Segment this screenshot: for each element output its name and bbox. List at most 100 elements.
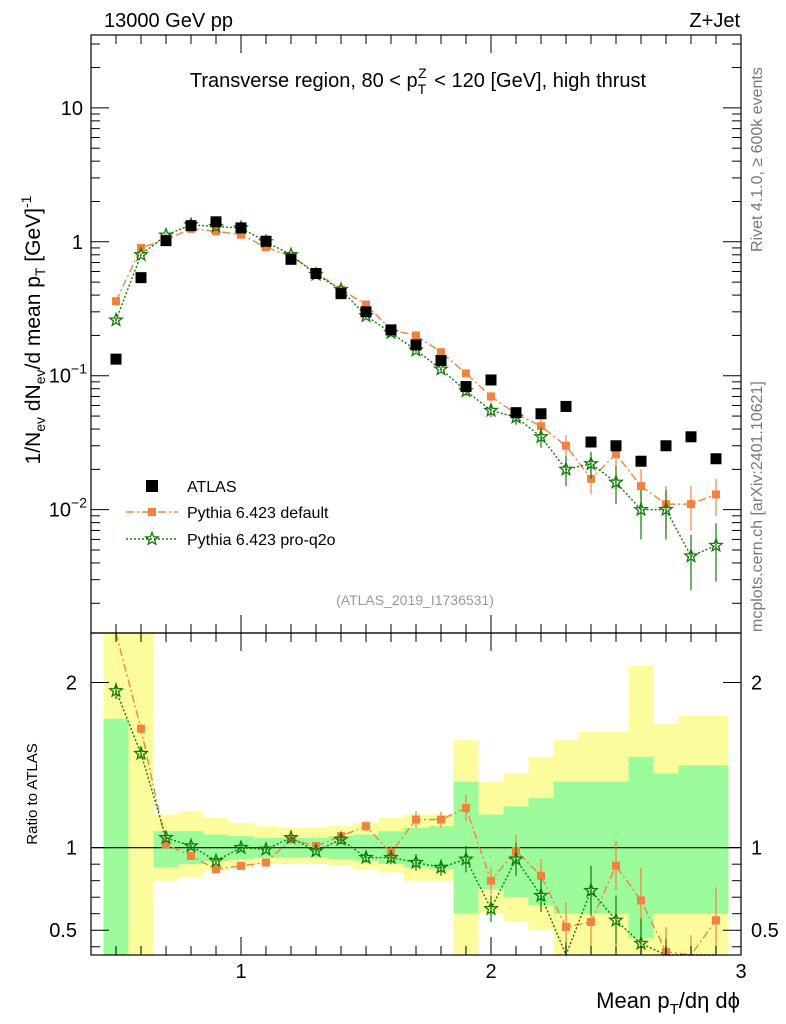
ratio-proq2o-series-marker [383,849,399,865]
default-series-line [115,228,717,505]
default-series-marker [237,230,245,239]
ratio-proq2o-series-marker [508,850,524,866]
ratio-proq2o-series-marker [233,839,249,855]
header-right-label: Z+Jet [689,10,740,32]
ratio-proq2o-series-marker [333,831,349,847]
main-y-tick-label: 10 [61,98,83,120]
ratio-proq2o-series-marker [608,911,624,928]
atlas-series-marker [260,235,272,247]
x-tick-label: 2 [485,961,496,983]
atlas-series-marker [285,253,297,265]
ratio-default-series-marker [612,861,620,870]
main-y-tick-label: 10−2 [49,495,87,522]
default-series-marker [687,500,695,509]
atlas-series-marker [710,453,722,465]
ratio-proq2o-series-marker [133,745,149,761]
proq2o-series-marker [608,473,624,490]
ratio-proq2o-series-marker [108,682,124,698]
default-series-marker [612,450,620,459]
ratio-y-tick-label-right: 0.5 [751,920,779,942]
legend-default-label: Pythia 6.423 default [187,505,329,522]
legend-atlas-marker [146,480,158,492]
default-series-marker [412,331,420,340]
atlas-series-marker [635,455,647,467]
default-series-marker [437,348,445,357]
ratio-default-series-marker [137,724,145,733]
proq2o-series-marker [683,547,699,563]
default-series-marker [637,482,645,491]
ratio-proq2o-series-marker [308,842,324,858]
default-series-marker [537,422,545,431]
default-series-marker [212,227,220,236]
ratio-default-series-marker [712,916,720,925]
atlas-series-marker [610,440,622,452]
chart-title: Transverse region, 80 < pTZ < 120 [GeV],… [190,65,647,97]
x-axis-label: Mean pT/dη dϕ [596,988,740,1018]
atlas-series-marker [185,220,197,232]
ratio-proq2o-series-marker [433,859,449,875]
proq2o-series-marker [633,501,649,517]
ratio-uncertainty-bands [103,633,729,955]
ratio-default-series-marker [187,851,195,860]
atlas-series-marker [335,288,347,300]
ratio-y-tick-label: 1 [66,838,77,860]
header-left-label: 13000 GeV pp [104,10,233,32]
analysis-annotation: (ATLAS_2019_I1736531) [336,592,494,608]
atlas-series-marker [485,374,497,386]
default-series-marker [487,392,495,401]
ratio-proq2o-series-marker [533,887,549,903]
x-tick-label: 3 [735,961,746,983]
ratio-y-tick-label-right: 1 [751,838,762,860]
ratio-default-series-marker [162,840,170,849]
atlas-series-marker [360,306,372,318]
legend-atlas-label: ATLAS [187,479,237,496]
x-tick-label: 1 [235,961,246,983]
proq2o-series-marker [108,311,124,327]
main-y-tick-label: 1 [72,232,83,254]
atlas-series-marker [510,407,522,419]
ratio-proq2o-series-marker [258,840,274,857]
ratio-band-inner [653,773,679,914]
ratio-default-series-marker [637,896,645,905]
default-series-marker [462,369,470,378]
atlas-series-marker [410,339,422,351]
ratio-default-series-marker [362,822,370,831]
atlas-series-marker [110,353,122,365]
ratio-default-series-marker [587,917,595,926]
ratio-proq2o-series-marker [483,900,499,916]
ratio-y-tick-label: 2 [66,673,77,695]
atlas-series-marker [460,381,472,393]
ratio-proq2o-series-marker [158,829,174,845]
main-y-axis-label: 1/Nev dNev/d mean pT [GeV]-1 [18,195,48,464]
atlas-series-marker [385,324,397,336]
proq2o-series-marker [533,428,549,444]
legend: ATLAS Pythia 6.423 default Pythia 6.423 pr… [126,479,336,549]
legend-default-marker [148,508,156,516]
atlas-series-marker [135,272,147,284]
mcplots-label: mcplots.cern.ch [arXiv:2401.10621] [749,381,766,632]
ratio-default-series-marker [262,858,270,867]
default-series-marker [262,243,270,252]
ratio-default-series-marker [237,861,245,870]
proq2o-series-marker [483,402,499,418]
proq2o-series-marker [133,246,149,262]
default-series-marker [362,300,370,309]
proq2o-series-marker [558,460,574,477]
main-y-tick-label: 10−1 [49,361,87,388]
ratio-proq2o-series-marker [208,852,224,868]
atlas-series-marker [310,267,322,279]
ratio-default-series-marker [412,815,420,824]
ratio-y-tick-label: 0.5 [49,920,77,942]
proq2o-series-marker [583,455,599,471]
ratio-default-series-marker [562,922,570,931]
default-series-marker [712,490,720,499]
atlas-series-marker [560,400,572,412]
ratio-default-series-marker [212,865,220,874]
legend-proq2o-label: Pythia 6.423 pro-q2o [187,532,336,549]
ratio-proq2o-series-marker [183,837,199,853]
ratio-band-inner [678,765,704,914]
proq2o-series-marker [708,537,724,553]
ratio-band-inner [103,718,129,955]
atlas-series-marker [210,216,222,228]
